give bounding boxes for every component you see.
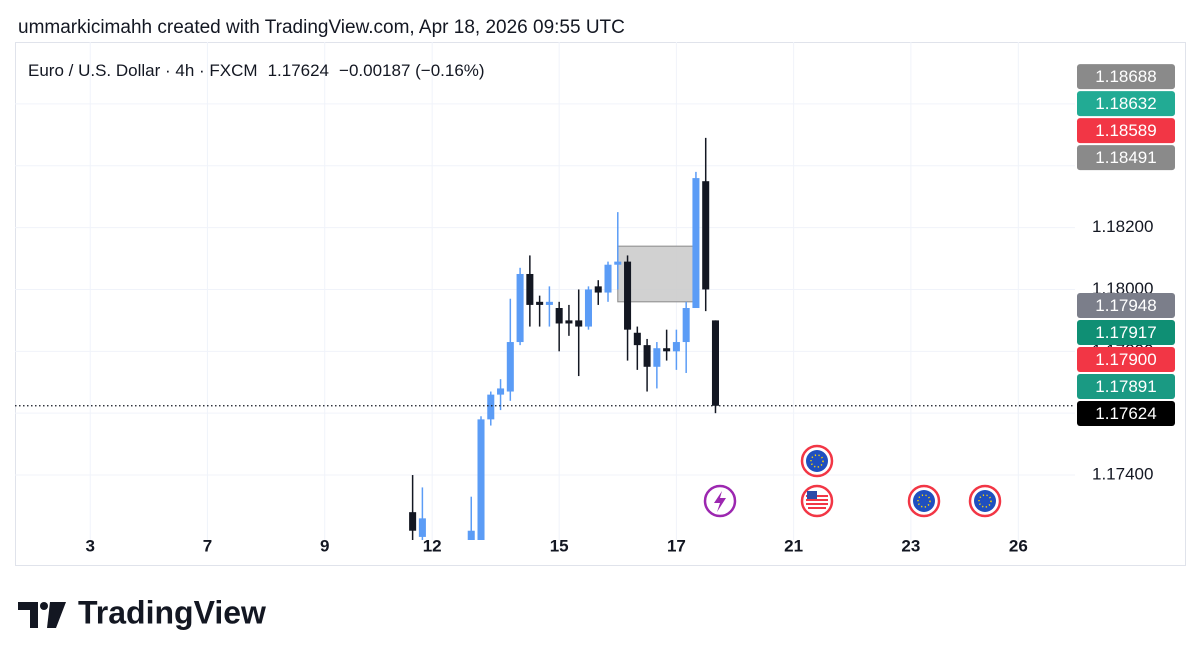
price-label: 1.17891: [1095, 377, 1156, 396]
x-tick-label: 17: [667, 536, 686, 555]
price-label-box: [1077, 320, 1175, 346]
event-us: [800, 484, 834, 518]
event-icons: [703, 444, 1002, 518]
legend: Euro / U.S. Dollar · 4h · FXCM 1.17624 −0.…: [28, 61, 485, 80]
candle-body: [487, 394, 495, 420]
plot-area: [15, 137, 1075, 540]
price-label: 1.17948: [1095, 296, 1156, 315]
x-tick-label: 12: [423, 536, 442, 555]
candle-body: [555, 308, 563, 324]
brand-logo: [18, 602, 66, 628]
candle-body: [672, 342, 680, 352]
candle-body: [682, 308, 690, 343]
y-tick-label: 1.17400: [1092, 465, 1153, 484]
price-label-box: [1077, 374, 1175, 400]
x-tick-label: 9: [320, 536, 329, 555]
price-label: 1.17624: [1095, 404, 1156, 423]
price-label-box: [1077, 347, 1175, 373]
candle-body: [624, 261, 632, 330]
legend-symbol: Euro / U.S. Dollar · 4h · FXCM: [28, 61, 258, 80]
x-tick-label: 23: [901, 536, 920, 555]
price-label: 1.18491: [1095, 148, 1156, 167]
candle-body: [643, 345, 651, 367]
x-tick-label: 26: [1009, 536, 1028, 555]
candle-body: [526, 273, 534, 305]
event-eu: [968, 484, 1002, 518]
x-tick-label: 15: [550, 536, 569, 555]
candle-body: [565, 320, 573, 324]
y-tick-label: 1.18200: [1092, 217, 1153, 236]
candle-body: [653, 348, 661, 367]
price-label: 1.18688: [1095, 67, 1156, 86]
price-label: 1.18632: [1095, 94, 1156, 113]
price-label-box: [1077, 64, 1175, 90]
event-lightning: [703, 484, 737, 518]
candle-body: [536, 301, 544, 305]
candle-body: [409, 512, 417, 531]
chart-frame: [15, 42, 1186, 566]
price-label-box: [1077, 401, 1175, 427]
legend-change: −0.00187 (−0.16%): [339, 61, 485, 80]
x-tick-label: 21: [784, 536, 803, 555]
candle-body: [497, 388, 505, 395]
candle-body: [584, 289, 592, 327]
candle-body: [604, 264, 612, 293]
candle-body: [477, 419, 485, 540]
candle-body: [575, 320, 583, 327]
price-label: 1.17900: [1095, 350, 1156, 369]
price-label: 1.17917: [1095, 323, 1156, 342]
brand-name: TradingView: [78, 594, 266, 630]
x-tick-label: 3: [85, 536, 94, 555]
event-eu: [907, 484, 941, 518]
candle-body: [711, 320, 719, 406]
candle-body: [418, 518, 426, 537]
candle-body: [614, 261, 622, 265]
candle-body: [702, 181, 710, 290]
x-tick-label: 7: [203, 536, 212, 555]
candle-body: [516, 273, 524, 343]
candle-body: [633, 332, 641, 346]
price-label-box: [1077, 91, 1175, 117]
event-eu: [800, 444, 834, 478]
candle-body: [506, 342, 514, 392]
candle-body: [594, 286, 602, 293]
price-label-box: [1077, 293, 1175, 319]
candle-body: [545, 301, 553, 305]
axes: 3791215172123261.174001.176001.178001.18…: [85, 64, 1175, 555]
price-label-box: [1077, 118, 1175, 144]
attribution: ummarkicimahh created with TradingView.c…: [18, 17, 625, 38]
candle-body: [663, 348, 671, 352]
price-label: 1.18589: [1095, 121, 1156, 140]
candle-body: [692, 178, 700, 309]
price-label-box: [1077, 145, 1175, 171]
candle-body: [467, 530, 475, 540]
grid: [15, 42, 1075, 540]
legend-last: 1.17624: [268, 61, 329, 80]
